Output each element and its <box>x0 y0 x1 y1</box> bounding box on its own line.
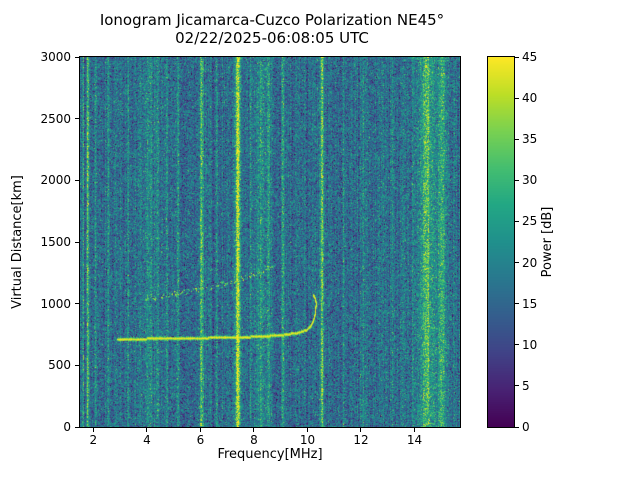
x-tick-mark <box>199 428 201 432</box>
colorbar-tick-label: 10 <box>522 337 538 352</box>
y-tick-label: 3000 <box>40 50 71 64</box>
colorbar-tick-mark <box>515 303 519 305</box>
colorbar-tick-mark <box>515 56 519 58</box>
y-tick-label: 1500 <box>40 235 71 249</box>
x-tick-label: 10 <box>299 433 316 447</box>
colorbar-label: Power [dB] <box>540 206 555 278</box>
colorbar-tick-mark <box>515 138 519 140</box>
y-tick-mark <box>75 426 79 428</box>
plot-area <box>79 56 461 428</box>
x-tick-mark <box>92 428 94 432</box>
colorbar-tick-label: 0 <box>522 420 530 434</box>
chart-title: Ionogram Jicamarca-Cuzco Polarization NE… <box>99 11 445 29</box>
colorbar-tick-label: 20 <box>522 255 538 270</box>
heatmap-canvas <box>80 57 460 427</box>
colorbar-tick-mark <box>515 97 519 99</box>
colorbar-tick-label: 40 <box>522 91 538 106</box>
colorbar <box>487 56 515 428</box>
colorbar-canvas <box>488 57 514 427</box>
x-tick-label: 8 <box>250 433 258 447</box>
x-axis-label: Frequency[MHz] <box>217 447 323 462</box>
x-tick-mark <box>360 428 362 432</box>
x-tick-label: 12 <box>353 433 369 447</box>
y-axis-label: Virtual Distance[km] <box>10 175 25 309</box>
colorbar-tick-label: 15 <box>522 296 538 311</box>
y-tick-mark <box>75 118 79 120</box>
colorbar-tick-mark <box>515 344 519 346</box>
colorbar-tick-label: 30 <box>522 173 538 188</box>
x-tick-label: 2 <box>89 433 98 447</box>
colorbar-tick-label: 25 <box>522 214 538 229</box>
x-tick-label: 6 <box>196 433 205 447</box>
colorbar-tick-mark <box>515 385 519 387</box>
colorbar-tick-mark <box>515 426 519 428</box>
y-tick-label: 2000 <box>40 173 71 188</box>
y-tick-label: 0 <box>63 420 71 434</box>
chart-subtitle: 02/22/2025-06:08:05 UTC <box>175 29 369 47</box>
y-tick-label: 2500 <box>40 111 71 126</box>
y-tick-label: 1000 <box>40 296 71 311</box>
x-tick-mark <box>146 428 148 432</box>
x-tick-label: 14 <box>406 433 423 447</box>
y-tick-mark <box>75 364 79 366</box>
colorbar-tick-label: 5 <box>522 378 530 393</box>
x-tick-label: 4 <box>143 433 151 447</box>
colorbar-tick-label: 35 <box>522 132 538 147</box>
colorbar-tick-mark <box>515 220 519 222</box>
y-tick-mark <box>75 179 79 181</box>
y-tick-mark <box>75 56 79 58</box>
colorbar-tick-mark <box>515 262 519 264</box>
y-tick-mark <box>75 303 79 305</box>
x-tick-mark <box>253 428 255 432</box>
x-tick-mark <box>306 428 308 432</box>
y-tick-mark <box>75 241 79 243</box>
colorbar-tick-label: 45 <box>522 50 538 64</box>
y-tick-label: 500 <box>48 358 71 373</box>
x-tick-mark <box>414 428 415 432</box>
colorbar-tick-mark <box>515 179 519 181</box>
